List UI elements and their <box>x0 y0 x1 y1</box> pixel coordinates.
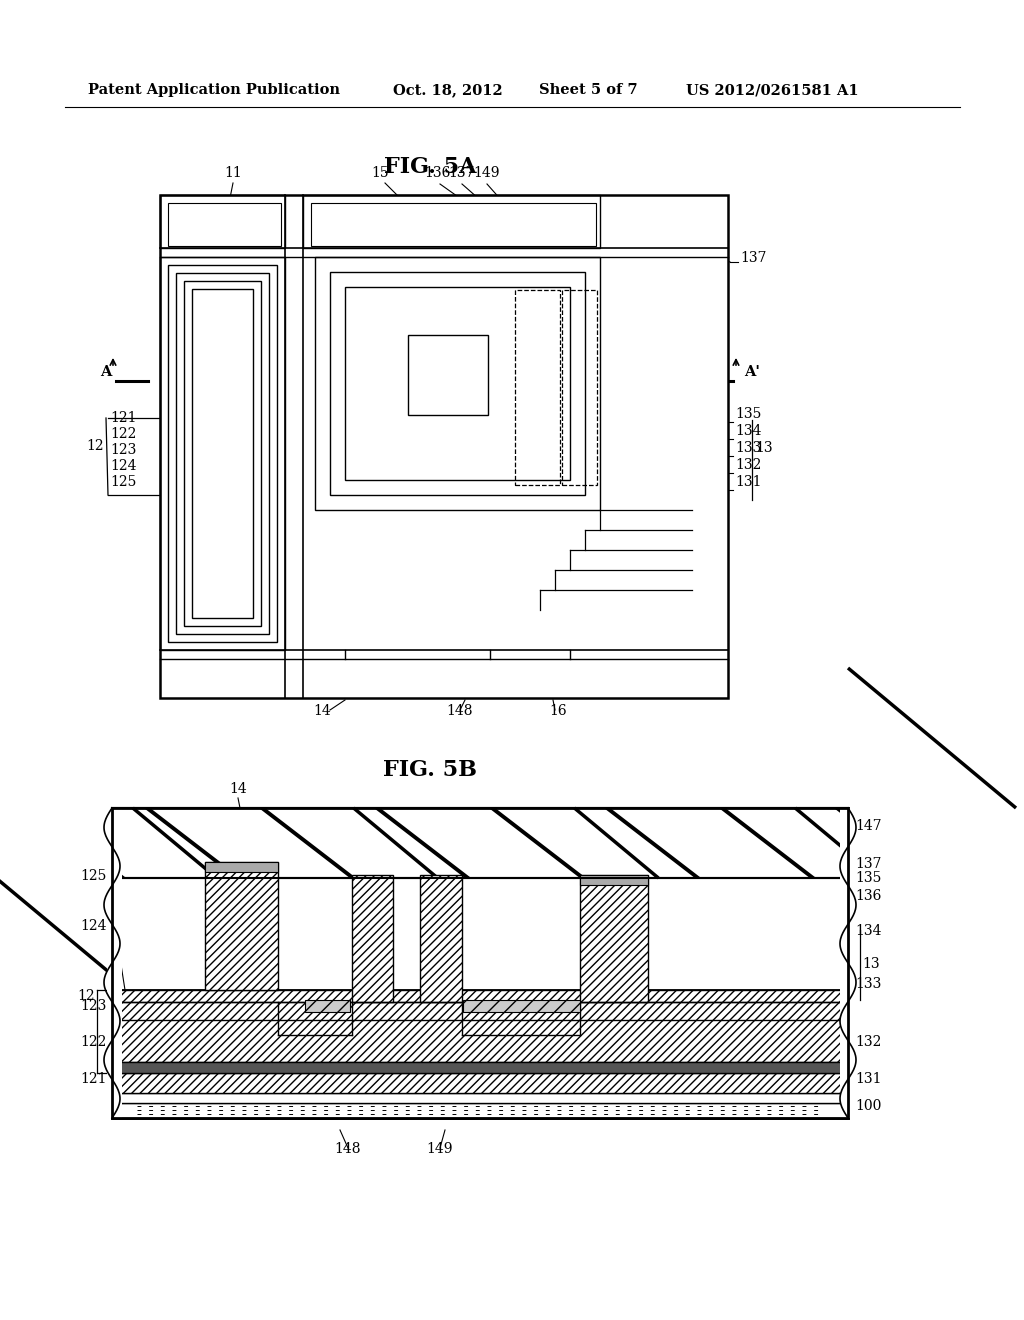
Text: 16: 16 <box>549 704 567 718</box>
Text: 134: 134 <box>855 924 882 939</box>
Text: 149: 149 <box>427 1142 454 1156</box>
Bar <box>840 808 855 1118</box>
Text: 12: 12 <box>86 440 104 453</box>
Text: 137: 137 <box>740 251 767 265</box>
Bar <box>205 862 278 873</box>
Bar <box>463 1001 580 1012</box>
Text: 136: 136 <box>425 166 452 180</box>
Text: 122: 122 <box>110 426 136 441</box>
Text: 123: 123 <box>110 444 136 457</box>
Bar <box>112 1073 848 1093</box>
Text: 12: 12 <box>78 989 95 1003</box>
Text: 131: 131 <box>735 475 762 488</box>
Text: 14: 14 <box>313 704 331 718</box>
Bar <box>178 213 710 680</box>
Bar <box>205 862 278 990</box>
Text: 100: 100 <box>855 1100 882 1113</box>
Text: Oct. 18, 2012: Oct. 18, 2012 <box>393 83 503 96</box>
Text: 125: 125 <box>110 475 136 488</box>
Text: 135: 135 <box>855 871 882 884</box>
Text: 132: 132 <box>735 458 762 473</box>
Text: 131: 131 <box>855 1072 882 1086</box>
Text: FIG. 5A: FIG. 5A <box>384 156 476 178</box>
Bar <box>420 875 462 1002</box>
Text: 11: 11 <box>224 166 242 180</box>
Text: Patent Application Publication: Patent Application Publication <box>88 83 340 96</box>
Text: 14: 14 <box>229 781 247 796</box>
Bar <box>112 808 848 1118</box>
Bar <box>112 808 848 878</box>
Bar <box>580 875 648 1002</box>
Bar <box>303 195 600 248</box>
Text: 124: 124 <box>81 919 106 933</box>
Bar <box>160 195 285 248</box>
Bar <box>352 875 393 1002</box>
Bar <box>408 335 488 414</box>
Text: 122: 122 <box>81 1035 106 1049</box>
Bar <box>187 222 701 671</box>
Bar <box>112 808 848 878</box>
Text: 136: 136 <box>855 888 882 903</box>
Bar <box>345 286 570 480</box>
Text: 15: 15 <box>371 166 389 180</box>
Text: 133: 133 <box>855 977 882 991</box>
Bar <box>176 273 269 634</box>
Bar <box>112 990 848 1063</box>
Text: 121: 121 <box>81 1072 106 1086</box>
Bar <box>330 272 585 495</box>
Text: 148: 148 <box>335 1142 361 1156</box>
Bar <box>106 808 122 1118</box>
Text: 13: 13 <box>862 957 880 972</box>
Bar <box>169 205 719 689</box>
Bar <box>112 1093 848 1104</box>
Text: 125: 125 <box>81 869 106 883</box>
Text: A': A' <box>744 366 760 379</box>
Bar <box>160 195 728 698</box>
Text: US 2012/0261581 A1: US 2012/0261581 A1 <box>686 83 859 96</box>
Text: 132: 132 <box>855 1035 882 1049</box>
Bar <box>112 1063 848 1073</box>
Bar <box>160 257 285 649</box>
Text: 121: 121 <box>110 411 136 425</box>
Text: 135: 135 <box>735 407 762 421</box>
Text: 149: 149 <box>474 166 501 180</box>
Text: 147: 147 <box>855 818 882 833</box>
Text: Sheet 5 of 7: Sheet 5 of 7 <box>539 83 638 96</box>
Text: 124: 124 <box>110 459 136 473</box>
Text: A: A <box>100 366 112 379</box>
Bar <box>562 290 597 484</box>
Bar <box>311 203 596 246</box>
Bar <box>112 1104 848 1118</box>
Text: FIG. 5B: FIG. 5B <box>383 759 477 781</box>
Text: 137: 137 <box>449 166 475 180</box>
Text: 133: 133 <box>735 441 762 455</box>
Text: 134: 134 <box>735 424 762 438</box>
Bar <box>193 289 253 618</box>
Bar <box>196 231 692 663</box>
Bar <box>196 231 692 663</box>
Bar <box>580 875 648 884</box>
Bar <box>168 203 281 246</box>
Bar <box>112 808 848 1118</box>
Text: 123: 123 <box>81 999 106 1012</box>
Text: 137: 137 <box>855 857 882 871</box>
Bar <box>515 290 560 484</box>
Bar <box>184 281 261 626</box>
Bar <box>305 1001 350 1012</box>
Bar <box>168 265 278 642</box>
Text: 148: 148 <box>446 704 473 718</box>
Text: 13: 13 <box>755 441 773 455</box>
Bar <box>315 257 600 510</box>
